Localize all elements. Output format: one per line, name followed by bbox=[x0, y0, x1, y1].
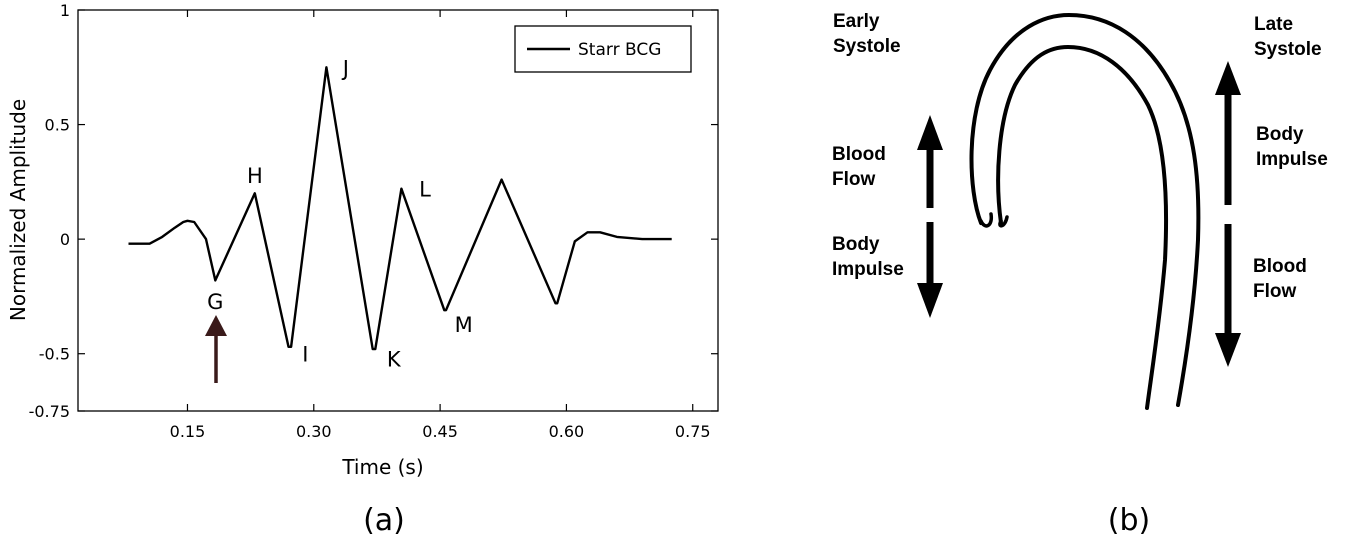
x-axis-title: Time (s) bbox=[341, 455, 423, 479]
y-tick-label: 0 bbox=[60, 230, 70, 249]
y-tick-label: 1 bbox=[60, 1, 70, 20]
aortic-arch-inner-wall bbox=[996, 44, 1169, 410]
left-arrow-up bbox=[917, 115, 943, 208]
peak-label-h: H bbox=[247, 164, 263, 188]
axis-ticks: 0.15 0.30 0.45 0.60 0.75 1 0.5 0 -0.5 -0.75 bbox=[29, 1, 718, 441]
x-tick-label: 0.75 bbox=[675, 422, 711, 441]
left-body-impulse-label: Body Impulse bbox=[832, 234, 904, 280]
late-systole-label: Late Systole bbox=[1254, 14, 1322, 60]
x-tick-label: 0.45 bbox=[422, 422, 458, 441]
panel-a-chart: 0.15 0.30 0.45 0.60 0.75 1 0.5 0 -0.5 -0.75 G H I J K… bbox=[6, 1, 719, 538]
y-tick-label: 0.5 bbox=[45, 116, 70, 135]
right-body-impulse-label: Body Impulse bbox=[1256, 124, 1328, 170]
legend: Starr BCG bbox=[514, 25, 692, 73]
right-arrow-down bbox=[1215, 224, 1241, 367]
aortic-arch-outer-wall bbox=[969, 12, 1201, 407]
right-blood-flow-label: Blood Flow bbox=[1253, 256, 1312, 302]
y-axis-title: Normalized Amplitude bbox=[6, 99, 30, 321]
right-arrow-up bbox=[1215, 61, 1241, 205]
g-wave-marker-arrow bbox=[205, 315, 227, 383]
panel-a-caption: (a) bbox=[363, 503, 405, 538]
y-tick-label: -0.75 bbox=[29, 402, 70, 421]
peak-label-j: J bbox=[341, 56, 349, 80]
panel-b-caption: (b) bbox=[1108, 503, 1150, 538]
plot-frame bbox=[77, 9, 719, 412]
aortic-root-lip bbox=[979, 212, 1009, 228]
left-arrow-down bbox=[917, 222, 943, 318]
peak-label-k: K bbox=[387, 347, 402, 371]
early-systole-label: Early Systole bbox=[833, 11, 901, 57]
x-tick-label: 0.60 bbox=[549, 422, 585, 441]
peak-label-m: M bbox=[455, 313, 473, 337]
y-tick-label: -0.5 bbox=[39, 345, 70, 364]
x-tick-label: 0.30 bbox=[296, 422, 332, 441]
legend-label: Starr BCG bbox=[578, 40, 661, 60]
peak-label-g: G bbox=[207, 290, 223, 314]
series-line-starr-bcg bbox=[128, 66, 672, 351]
peak-label-i: I bbox=[302, 343, 308, 367]
peak-annotations: G H I J K L M bbox=[207, 56, 473, 371]
left-blood-flow-label: Blood Flow bbox=[832, 144, 891, 190]
peak-label-l: L bbox=[419, 178, 431, 202]
x-tick-label: 0.15 bbox=[170, 422, 206, 441]
panel-b-diagram: Early Systole Late Systole Blood Flow Bo… bbox=[832, 11, 1328, 538]
